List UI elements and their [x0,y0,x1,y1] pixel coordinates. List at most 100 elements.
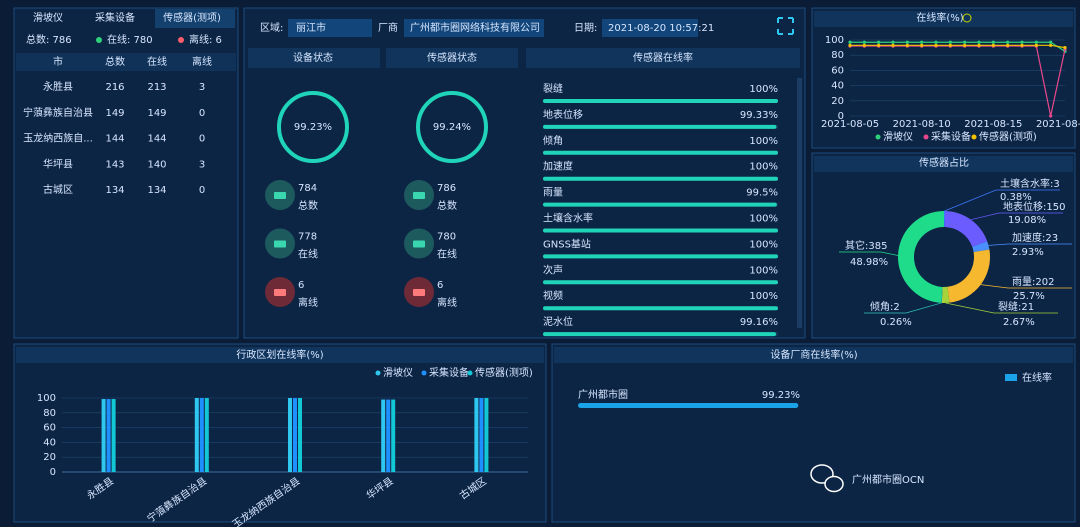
status-label: 离线 [437,296,457,309]
slice-label: 裂缝:21 [998,300,1034,313]
select [288,19,372,37]
tab: 采集设备 [95,11,135,24]
bar [106,399,111,472]
y-tick-label: 100 [37,393,56,404]
table-header-bg [16,53,236,71]
slice-share: 0.38% [1000,192,1032,203]
point [934,40,938,44]
panel-header [248,48,380,68]
status-value: 786 [437,183,456,194]
status-icon-glyph [413,192,425,199]
table-cell: 玉龙纳西族自... [23,132,93,145]
slice-label: 倾角:2 [870,300,900,313]
slice-label: 雨量:202 [1012,276,1054,288]
legend-dot [467,370,473,376]
point [877,40,881,44]
point [1034,40,1038,44]
summary-total: 总数: 786 [26,33,72,46]
slice-label: 地表位移:150 [1003,200,1065,213]
slice [941,286,950,303]
x-tick-label: 2021-08-15 [964,119,1022,130]
slice-label: 土壤含水率:3 [1000,177,1060,190]
status-value: 784 [298,183,317,194]
date-input [602,19,698,37]
slice-share: 0.26% [880,317,912,328]
leader-line [864,302,942,314]
table-cell: 0 [199,185,205,196]
slice-share: 2.93% [1012,247,1044,258]
point [948,43,952,47]
bar [199,398,204,472]
series-line [850,44,1066,49]
y-tick-label: 80 [831,50,844,61]
slice [947,249,990,303]
status-value: 780 [437,232,456,243]
status-title: 传感器状态 [427,51,477,64]
series-line [850,41,1066,52]
offline-dot [178,37,184,43]
slice-label: 其它:385 [845,239,887,252]
info-icon [962,13,972,23]
point [920,40,924,44]
status-value: 6 [437,280,443,291]
point [991,40,995,44]
status-icon-glyph [413,289,425,296]
progress-bar [543,202,777,207]
chart-title: 传感器占比 [919,156,969,169]
point [862,43,866,47]
legend-dot [971,134,977,140]
series-line [850,45,1066,117]
legend-swatch [1005,374,1017,381]
table-cell: 140 [147,159,166,170]
legend-label: 传感器(测项) [475,366,533,379]
progress-value: 100% [749,84,778,95]
progress-label: 土壤含水率 [543,212,593,225]
progress-value: 99.16% [740,317,778,328]
point [1049,40,1053,44]
progress-value: 100% [749,162,778,173]
progress-value: 99.33% [740,110,778,121]
chart-title: 行政区划在线率(%) [236,348,323,361]
table-cell: 134 [147,185,166,196]
progress-label: 泥水位 [543,315,573,328]
watermark: 广州都市圈OCN [852,473,924,486]
table-header: 市 [53,55,63,68]
bar [293,398,297,472]
point [891,40,895,44]
bar [474,398,479,472]
y-tick-label: 20 [831,96,844,107]
bar [101,399,106,472]
legend-dot [421,370,427,376]
progress-value: 100% [749,265,778,276]
legend-label: 采集设备 [429,366,469,379]
point [948,40,952,44]
scrollbar [797,78,802,328]
progress-label: 雨量 [543,187,563,199]
slice-share: 48.98% [850,257,888,268]
panel [551,343,1076,523]
bar [204,398,209,472]
panel [811,152,1076,339]
wechat-icon [810,464,834,484]
chart-title: 传感器在线率 [633,51,693,64]
table-cell: 213 [147,82,166,93]
point [848,40,852,44]
filter-label: 厂商 [378,21,398,34]
y-tick-label: 80 [43,408,56,419]
point [963,40,967,44]
progress-value: 100% [749,291,778,302]
progress-bar [543,280,778,285]
point [1020,40,1024,44]
chart-title: 设备厂商在线率(%) [770,348,857,361]
bar [484,398,489,472]
table-cell: 古城区 [43,183,73,196]
table-cell: 宁蒗彝族自治县 [23,106,93,119]
wechat-icon [824,475,844,493]
summary-offline: 离线: 6 [189,33,222,46]
point [991,43,995,47]
point [1020,43,1024,47]
leader-line [980,284,1072,289]
progress-bar [543,332,777,337]
chart-title: 在线率(%) [916,11,963,24]
status-rate: 99.24% [433,122,471,133]
